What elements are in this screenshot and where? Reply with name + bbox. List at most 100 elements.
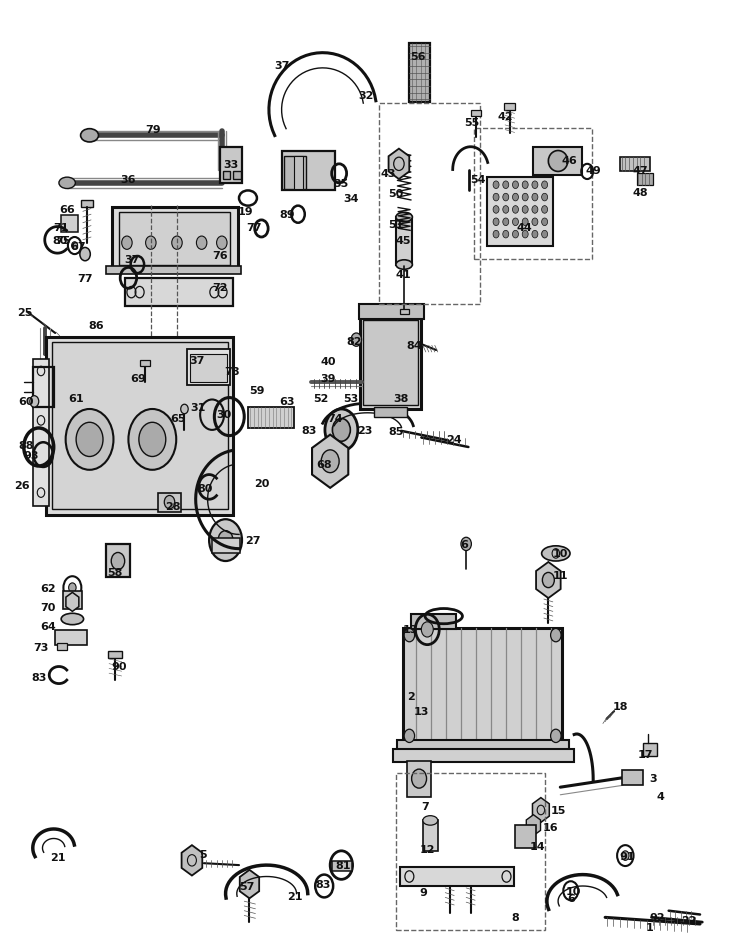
Text: 80: 80 [52, 235, 68, 246]
Bar [33, 359, 50, 506]
Bar [404, 628, 562, 744]
Text: 73: 73 [33, 642, 49, 652]
Bar [62, 216, 77, 233]
Text: 56: 56 [410, 51, 426, 62]
Circle shape [146, 237, 156, 250]
Text: 13: 13 [404, 625, 418, 635]
Bar [411, 615, 456, 630]
Text: 64: 64 [40, 621, 56, 631]
Circle shape [503, 194, 509, 202]
Text: 45: 45 [396, 235, 411, 246]
Text: 17: 17 [638, 749, 653, 759]
Text: 46: 46 [562, 156, 578, 166]
Circle shape [503, 182, 509, 189]
Text: 65: 65 [171, 414, 186, 424]
Text: 70: 70 [40, 602, 56, 612]
Text: 26: 26 [13, 481, 29, 490]
Text: 18: 18 [612, 702, 628, 712]
Circle shape [532, 231, 538, 239]
Circle shape [532, 207, 538, 214]
Text: 81: 81 [335, 861, 350, 870]
Bar [187, 349, 230, 386]
Text: 91: 91 [620, 851, 635, 861]
Bar [474, 129, 592, 260]
Text: 39: 39 [320, 373, 336, 384]
Circle shape [30, 396, 39, 407]
Circle shape [503, 207, 509, 214]
Bar [400, 867, 514, 886]
Text: 10: 10 [553, 549, 568, 559]
Circle shape [532, 194, 538, 202]
Circle shape [209, 520, 242, 562]
Text: 28: 28 [166, 502, 181, 511]
Circle shape [622, 851, 629, 861]
Bar [112, 208, 238, 272]
Polygon shape [388, 149, 410, 180]
Bar [124, 279, 233, 307]
Text: 51: 51 [388, 220, 404, 229]
Text: 77: 77 [77, 273, 93, 284]
Text: 58: 58 [107, 567, 123, 578]
Text: 5: 5 [200, 849, 207, 859]
Text: 71: 71 [53, 223, 69, 232]
Circle shape [461, 538, 472, 551]
Bar [407, 761, 431, 797]
Text: 54: 54 [470, 175, 486, 185]
Circle shape [493, 194, 499, 202]
Bar [379, 104, 479, 306]
Text: 20: 20 [254, 479, 269, 488]
Bar [106, 268, 241, 275]
Bar [410, 44, 430, 103]
Bar [398, 740, 569, 751]
Bar [363, 320, 419, 406]
Text: 24: 24 [446, 435, 461, 445]
Text: 35: 35 [334, 179, 349, 188]
Text: 6: 6 [567, 893, 574, 903]
Text: 85: 85 [388, 426, 404, 436]
Ellipse shape [80, 129, 98, 143]
Bar [53, 343, 228, 509]
Bar [423, 821, 438, 851]
Ellipse shape [62, 614, 83, 625]
Text: 47: 47 [632, 166, 648, 175]
Text: 77: 77 [246, 223, 262, 232]
Text: 59: 59 [249, 386, 265, 396]
Circle shape [532, 182, 538, 189]
Text: 30: 30 [217, 409, 232, 419]
Circle shape [542, 219, 548, 227]
Text: 40: 40 [320, 357, 336, 367]
Circle shape [404, 729, 415, 743]
Circle shape [164, 496, 175, 509]
Bar [622, 770, 643, 785]
Circle shape [522, 219, 528, 227]
Circle shape [139, 423, 166, 457]
Text: 83: 83 [302, 426, 317, 435]
Text: 25: 25 [17, 307, 33, 318]
Text: 72: 72 [212, 283, 228, 293]
Text: 1: 1 [645, 922, 653, 932]
Text: 15: 15 [550, 805, 566, 815]
Text: 11: 11 [553, 570, 568, 581]
Bar [108, 651, 122, 658]
Text: 83: 83 [31, 672, 46, 683]
Text: 60: 60 [18, 397, 34, 407]
Text: 57: 57 [238, 881, 254, 891]
Text: 2: 2 [407, 691, 415, 702]
Circle shape [122, 237, 132, 250]
Text: 69: 69 [130, 373, 146, 384]
Circle shape [522, 194, 528, 202]
Bar [57, 643, 68, 650]
Bar [56, 631, 87, 645]
Text: 82: 82 [346, 336, 362, 347]
Bar [637, 174, 653, 186]
Text: 75: 75 [56, 235, 71, 246]
Ellipse shape [548, 151, 568, 172]
Circle shape [542, 182, 548, 189]
Bar [158, 493, 181, 512]
Ellipse shape [396, 261, 412, 270]
Circle shape [196, 237, 207, 250]
Text: 21: 21 [50, 853, 65, 863]
Bar [46, 337, 233, 516]
Bar [106, 545, 130, 578]
Text: 37: 37 [124, 254, 140, 265]
